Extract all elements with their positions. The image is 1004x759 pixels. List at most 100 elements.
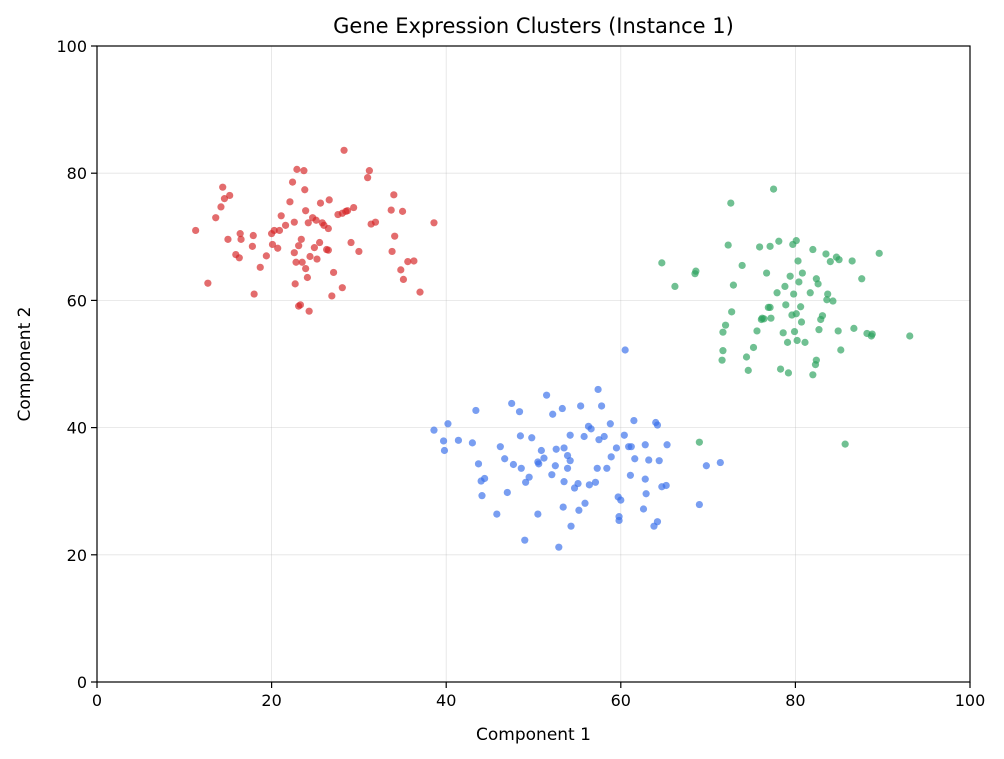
data-point — [249, 231, 257, 240]
data-point — [329, 268, 338, 277]
data-point — [716, 458, 724, 467]
data-point — [555, 543, 563, 551]
data-point — [212, 214, 220, 222]
data-point — [410, 257, 418, 265]
data-point — [756, 243, 764, 251]
data-point — [792, 237, 800, 245]
data-point — [566, 431, 574, 439]
data-point — [719, 347, 727, 355]
data-point — [328, 292, 336, 300]
data-point — [399, 275, 408, 284]
data-point — [630, 417, 638, 425]
data-point — [575, 506, 583, 514]
data-point — [237, 235, 245, 243]
data-point — [591, 478, 600, 486]
data-point — [702, 462, 710, 470]
data-point — [430, 219, 438, 227]
data-point — [277, 212, 285, 220]
data-point — [542, 391, 551, 399]
data-point — [760, 315, 768, 323]
data-point — [773, 289, 781, 297]
data-point — [444, 420, 452, 428]
data-point — [454, 436, 463, 444]
data-point — [837, 346, 845, 354]
data-point — [653, 518, 662, 526]
data-point — [834, 327, 842, 335]
data-point — [288, 178, 297, 186]
y-tick-label: 80 — [67, 164, 87, 183]
data-point — [295, 242, 303, 250]
data-point — [875, 249, 883, 257]
data-point — [551, 462, 559, 470]
data-point — [727, 199, 735, 207]
data-point — [508, 399, 516, 408]
y-tick-label: 20 — [67, 546, 87, 565]
data-point — [641, 441, 649, 449]
data-point — [567, 522, 575, 530]
data-point — [790, 327, 799, 336]
data-point — [398, 207, 407, 215]
data-point — [364, 174, 372, 182]
data-point — [692, 267, 700, 275]
data-point — [204, 279, 212, 287]
data-point — [782, 301, 790, 309]
data-point — [744, 366, 752, 374]
series-2 — [658, 185, 914, 448]
data-point — [416, 288, 424, 296]
data-point — [281, 221, 290, 229]
data-point — [302, 265, 310, 273]
data-point — [728, 308, 736, 316]
data-point — [779, 329, 787, 337]
data-point — [581, 499, 589, 507]
data-point — [274, 244, 282, 252]
data-point — [268, 240, 277, 249]
data-point — [306, 252, 314, 261]
data-point — [324, 224, 332, 233]
data-point — [663, 441, 671, 449]
data-point — [658, 259, 666, 267]
data-point — [641, 475, 649, 483]
data-point — [814, 280, 822, 288]
data-point — [303, 273, 311, 282]
data-point — [472, 406, 480, 415]
data-point — [501, 455, 509, 463]
data-point — [797, 318, 806, 326]
data-point — [729, 281, 738, 289]
y-tick-label: 0 — [77, 673, 87, 692]
plot-area-frame — [96, 45, 971, 683]
data-point — [595, 436, 603, 444]
data-point — [474, 460, 483, 468]
data-point — [594, 385, 602, 394]
data-point — [809, 245, 817, 254]
data-point — [515, 408, 524, 416]
data-point — [537, 446, 545, 455]
data-point — [291, 280, 299, 288]
data-point — [388, 247, 396, 256]
data-point — [290, 218, 298, 226]
data-point — [671, 282, 679, 291]
data-point — [766, 242, 774, 250]
data-point — [310, 244, 318, 252]
data-point — [325, 196, 333, 204]
data-point — [627, 443, 635, 451]
data-point — [404, 258, 412, 266]
data-point — [790, 290, 798, 298]
data-point — [850, 324, 858, 332]
data-point — [655, 457, 663, 465]
data-point — [296, 301, 305, 309]
data-point — [559, 503, 567, 511]
data-point — [662, 481, 670, 490]
data-point — [620, 431, 628, 439]
data-point — [695, 438, 703, 446]
data-point — [558, 404, 566, 413]
data-point — [430, 426, 438, 434]
data-point — [192, 226, 200, 235]
data-point — [300, 167, 308, 175]
data-point — [815, 326, 823, 334]
data-point — [355, 247, 363, 256]
data-point — [566, 457, 574, 465]
data-point — [275, 226, 284, 235]
axis-ticks: 0 20 40 60 80 100 0 20 40 60 80 100 — [56, 37, 985, 710]
